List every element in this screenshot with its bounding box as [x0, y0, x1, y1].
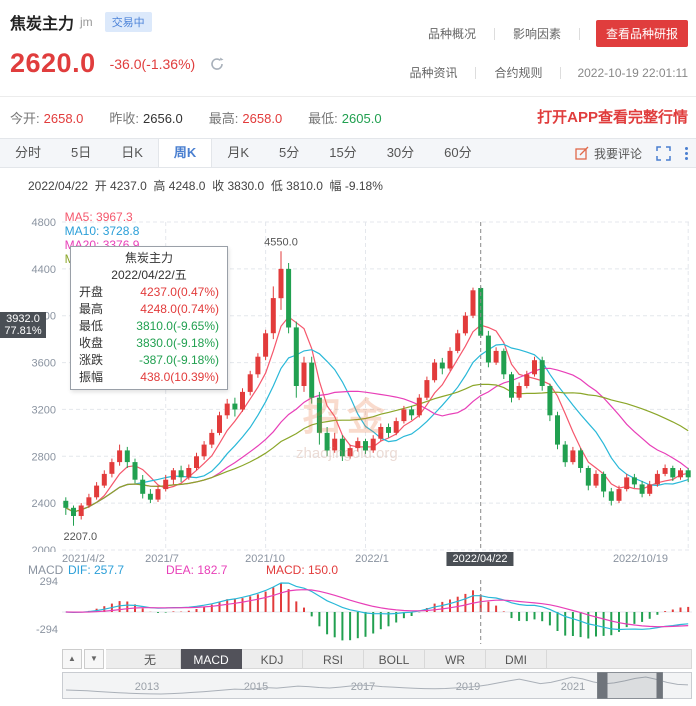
candle-tooltip: 焦炭主力 2022/04/22/五 开盘 4237.0(0.47%) 最高 4248… — [70, 246, 228, 390]
more-options-icon[interactable] — [685, 146, 688, 160]
divider — [560, 66, 562, 79]
macd-ymax-label: 294 — [39, 576, 58, 588]
stats-row: 今开: 2658.0 昨收: 2656.0 最高: 2658.0 最低: 2605.0 — [10, 108, 382, 127]
svg-text:4400: 4400 — [32, 264, 56, 276]
indicator-tab-wr[interactable]: WR — [425, 649, 486, 669]
link-contract-rules[interactable]: 合约规则 — [494, 66, 543, 80]
x-label-0: 2021/4/2 — [62, 553, 105, 565]
spacer — [547, 649, 692, 669]
price-row: 2620.0 -36.0(-1.36%) — [10, 48, 225, 79]
svg-text:2017: 2017 — [351, 681, 375, 693]
macd-labels-row: MACD DIF: 257.7 DEA: 182.7 MACD: 150.0 — [0, 563, 696, 577]
x-label-2: 2021/10 — [245, 553, 285, 565]
svg-text:4550.0: 4550.0 — [264, 236, 298, 248]
svg-text:2207.0: 2207.0 — [64, 531, 98, 543]
ma5-label: MA5: 3967.3 — [64, 210, 133, 224]
svg-text:3600: 3600 — [32, 358, 56, 370]
candlestick-chart[interactable]: 200024002800320036004000440048004550.022… — [0, 214, 696, 552]
x-label-3: 2022/1 — [355, 553, 389, 565]
macd-chart[interactable] — [0, 580, 696, 644]
indicator-up-arrow[interactable]: ▲ — [62, 649, 82, 669]
stat-high: 最高: 2658.0 — [208, 111, 283, 126]
tooltip-row-close: 收盘 3830.0(-9.18%) — [79, 336, 219, 350]
spacer — [106, 649, 120, 669]
svg-text:2000: 2000 — [32, 545, 56, 552]
stat-open: 今开: 2658.0 — [10, 111, 84, 126]
header-links-row2: 品种资讯 合约规则 2022-10-19 22:01:11 — [403, 64, 688, 81]
link-variety-news[interactable]: 品种资讯 — [409, 66, 458, 80]
stat-low: 最低: 2605.0 — [308, 111, 382, 126]
macd-dea-label: DEA: 182.7 — [166, 563, 228, 577]
x-axis-labels: 2021/4/2 2021/7 2021/10 2022/1 2022/04/2… — [0, 552, 696, 568]
tab-weekly-k[interactable]: 周K — [157, 139, 213, 167]
indicator-down-arrow[interactable]: ▼ — [84, 649, 104, 669]
tab-controls: 我要评论 — [575, 139, 688, 167]
tab-5min[interactable]: 5分 — [278, 145, 300, 160]
instrument-title: 焦炭主力 — [10, 16, 75, 33]
indicator-tab-dmi[interactable]: DMI — [486, 649, 547, 669]
x-label-1: 2021/7 — [145, 553, 179, 565]
indicator-tab-rsi[interactable]: RSI — [303, 649, 364, 669]
pencil-icon — [575, 146, 589, 160]
indicator-tab-macd[interactable]: MACD — [181, 649, 242, 669]
svg-text:3200: 3200 — [32, 404, 56, 416]
link-influencing-factors[interactable]: 影响因素 — [512, 27, 561, 41]
trading-status-badge: 交易中 — [104, 12, 152, 32]
crosshair-price-badge: 3932.0 77.81% — [0, 312, 46, 338]
divider — [475, 66, 477, 79]
comment-button[interactable]: 我要评论 — [575, 145, 642, 162]
tooltip-row-amplitude: 振幅 438.0(10.39%) — [79, 370, 219, 384]
tab-15min[interactable]: 15分 — [329, 145, 357, 160]
divider — [0, 96, 696, 97]
timeline-navigator[interactable]: 2013 2015 2017 2019 2021 — [0, 672, 696, 700]
indicator-tab-boll[interactable]: BOLL — [364, 649, 425, 669]
price-change: -36.0(-1.36%) — [109, 55, 196, 72]
tab-minute[interactable]: 分时 — [15, 145, 42, 160]
indicator-tab-bar: ▲ ▼ 无 MACD KDJ RSI BOLL WR DMI — [62, 649, 692, 669]
macd-ymin-label: -294 — [35, 624, 58, 636]
tooltip-date: 2022/04/22/五 — [111, 268, 187, 282]
selected-date-badge: 2022/04/22 — [446, 552, 514, 566]
svg-text:4800: 4800 — [32, 217, 56, 229]
tooltip-row-low: 最低 3810.0(-9.65%) — [79, 319, 219, 333]
tooltip-row-open: 开盘 4237.0(0.47%) — [79, 285, 219, 299]
macd-value-label: MACD: 150.0 — [266, 563, 339, 577]
tooltip-row-change: 涨跌 -387.0(-9.18%) — [79, 353, 219, 367]
macd-dif-label: DIF: 257.7 — [68, 563, 125, 577]
tab-monthly-k[interactable]: 月K — [227, 145, 249, 160]
fullscreen-icon[interactable] — [656, 145, 671, 161]
quote-timestamp: 2022-10-19 22:01:11 — [577, 65, 688, 80]
tab-daily-k[interactable]: 日K — [121, 145, 143, 160]
link-variety-overview[interactable]: 品种概况 — [427, 27, 476, 41]
divider — [493, 27, 495, 40]
tooltip-title: 焦炭主力 — [124, 251, 173, 265]
period-tab-bar: 分时 5日 日K 周K 月K 5分 15分 30分 60分 我要评论 — [0, 138, 696, 168]
stat-prev-close: 昨收: 2656.0 — [109, 111, 183, 126]
svg-text:2015: 2015 — [244, 681, 268, 693]
current-price: 2620.0 — [10, 48, 96, 78]
indicator-tab-none[interactable]: 无 — [120, 649, 181, 669]
svg-text:2013: 2013 — [135, 681, 159, 693]
tab-60min[interactable]: 60分 — [444, 145, 472, 160]
svg-text:2021: 2021 — [561, 681, 585, 693]
svg-text:2800: 2800 — [32, 451, 56, 463]
x-label-5: 2022/10/19 — [612, 553, 668, 565]
indicator-tab-kdj[interactable]: KDJ — [242, 649, 303, 669]
tab-5day[interactable]: 5日 — [71, 145, 92, 160]
divider — [578, 27, 580, 40]
svg-text:2400: 2400 — [32, 498, 56, 510]
tab-30min[interactable]: 30分 — [386, 145, 415, 160]
refresh-icon[interactable] — [209, 56, 225, 72]
macd-panel-name: MACD — [28, 563, 64, 577]
open-app-promo-link[interactable]: 打开APP查看完整行情 — [537, 109, 688, 126]
view-report-button[interactable]: 查看品种研报 — [595, 20, 688, 47]
header-left: 焦炭主力 jm 交易中 2620.0 -36.0(-1.36%) — [10, 10, 225, 79]
ohlc-info-bar: 2022/04/22 开 4237.0 高 4248.0 收 3830.0 低 … — [28, 179, 383, 193]
tooltip-row-high: 最高 4248.0(0.74%) — [79, 302, 219, 316]
header-right: 品种概况 影响因素 查看品种研报 品种资讯 合约规则 2022-10-19 22… — [403, 20, 688, 81]
instrument-symbol: jm — [80, 15, 93, 29]
header-links-row1: 品种概况 影响因素 查看品种研报 — [403, 20, 688, 47]
ma10-label: MA10: 3728.8 — [64, 224, 140, 238]
title-row: 焦炭主力 jm 交易中 — [10, 10, 225, 34]
